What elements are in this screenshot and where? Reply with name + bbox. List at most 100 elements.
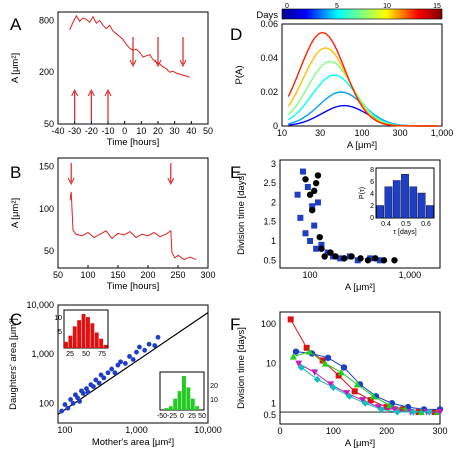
marker-diamond [345, 392, 353, 400]
tick-label: 75 [98, 351, 106, 358]
histogram-bar [173, 398, 178, 410]
fit-line [57, 312, 209, 415]
data-point-circle [391, 257, 398, 264]
histogram-bar [77, 320, 82, 348]
x-axis-label: Time [hours] [107, 281, 159, 292]
tick-label: 5 [58, 329, 62, 336]
histogram-bar [409, 186, 418, 219]
tick-label: 1,000 [399, 270, 422, 280]
trace-line [69, 191, 197, 261]
histogram-bar [164, 408, 169, 410]
data-point [115, 362, 121, 368]
marker-triangle-down [327, 381, 335, 388]
histogram-bar [72, 326, 77, 348]
tick-label: 0.04 [260, 53, 278, 63]
axes-a [57, 11, 209, 125]
tick-label: 50 [203, 126, 213, 136]
data-point-circle [380, 257, 388, 264]
histogram-bar [68, 335, 73, 348]
tick-label: 100 [39, 204, 54, 214]
tick-label: 10 [266, 359, 276, 369]
tick-label: 30 [315, 128, 325, 138]
marker-triangle-down [343, 390, 351, 397]
tick-label: 100 [57, 425, 72, 435]
data-point [127, 354, 132, 359]
histogram-bar [168, 406, 173, 410]
panel-letter-f: F [230, 315, 240, 334]
tick-label: 10 [210, 397, 218, 404]
tick-label: -20 [85, 126, 98, 136]
data-point [62, 402, 68, 407]
tick-label: 20 [153, 126, 163, 136]
data-point-square [297, 214, 304, 221]
arrow-head [104, 88, 112, 97]
tick-label: 25 [188, 413, 196, 420]
tick-label: 5 [335, 3, 339, 10]
marker-triangle-up [385, 401, 393, 409]
data-point-circle [321, 253, 328, 260]
data-point-circle [306, 191, 314, 198]
arrow-head [129, 59, 137, 68]
tick-label: 25 [66, 351, 74, 358]
marker-square [319, 357, 326, 364]
marker-square [303, 344, 310, 351]
tick-label: 150 [110, 270, 125, 280]
tick-label: 300 [432, 426, 447, 436]
data-point [105, 370, 111, 376]
tick-label: 0 [285, 3, 289, 10]
histogram-bar [186, 387, 191, 410]
inset-x-label: τ [days] [393, 229, 416, 236]
data-point [85, 389, 91, 395]
marker-square [367, 397, 374, 404]
tick-label: 6 [370, 179, 374, 186]
tick-label: 1.5 [263, 217, 276, 227]
arrow-head [154, 59, 162, 68]
axes-c [57, 304, 209, 424]
data-point [122, 361, 128, 366]
tick-label: 1 [271, 236, 276, 246]
tick-label: 800 [39, 15, 54, 25]
histogram-bar [384, 186, 393, 219]
tick-label: 1,000 [31, 349, 54, 359]
data-point-circle [308, 206, 316, 214]
tick-label: 1,000 [125, 425, 148, 435]
tick-label: -25 [167, 413, 177, 420]
tick-label: 200 [379, 426, 394, 436]
histogram-bar [426, 205, 434, 219]
tick-label: -40 [51, 126, 64, 136]
histogram-bar [417, 192, 426, 219]
x-axis-label: Mother's area [μm²] [92, 437, 174, 448]
tick-label: 100 [354, 128, 369, 138]
data-point [59, 408, 65, 414]
panel-letter-c: C [10, 310, 22, 329]
tick-label: 2 [271, 197, 276, 207]
data-point-square [300, 168, 307, 175]
data-point-square [307, 238, 314, 244]
data-point [70, 401, 76, 406]
marker-triangle-down [295, 360, 303, 368]
marker-square [351, 388, 358, 395]
tick-label: 50 [53, 270, 63, 280]
y-axis-label: A [μm²] [10, 53, 21, 83]
tick-label: 10,000 [194, 425, 222, 435]
tick-label: 150 [39, 161, 54, 171]
tick-label: 200 [39, 67, 54, 77]
data-point [118, 359, 123, 365]
tick-label: 1 [271, 398, 276, 408]
tick-label: 15 [433, 3, 441, 10]
axes-b [57, 157, 209, 269]
tick-label: 100 [303, 270, 318, 280]
tick-label: 0.5 [401, 221, 411, 228]
histogram-bar [190, 398, 195, 410]
marker-circle [340, 364, 348, 371]
data-point [109, 366, 115, 372]
tick-label: 4 [370, 191, 374, 198]
marker-triangle-up [289, 353, 297, 360]
tick-label: 40 [186, 126, 196, 136]
x-axis-label: Time [hours] [107, 137, 159, 148]
marker-triangle-down [359, 397, 367, 404]
data-point [98, 372, 104, 378]
tick-label: 50 [44, 246, 54, 256]
tick-label: 50 [82, 351, 90, 358]
marker-diamond [313, 375, 321, 383]
